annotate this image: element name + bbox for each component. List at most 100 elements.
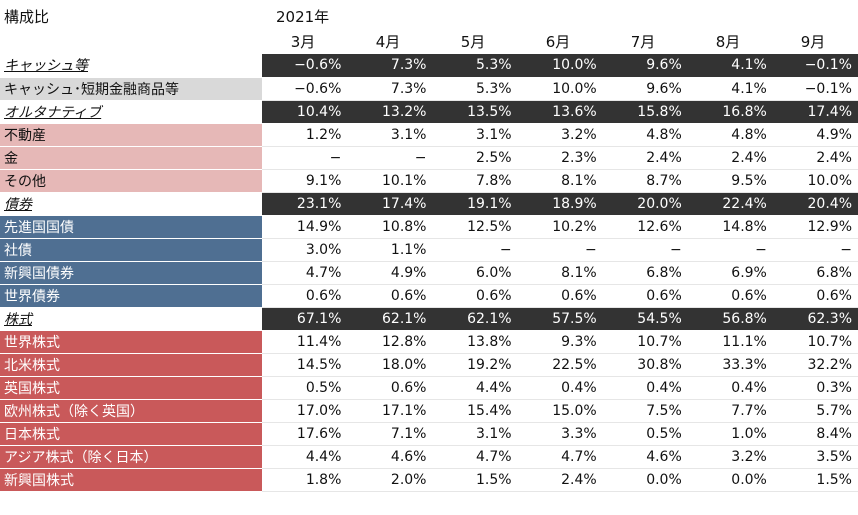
value-cell: 10.8%	[347, 215, 433, 239]
value-cell: 4.4%	[262, 445, 348, 469]
value-cell: 7.3%	[347, 77, 433, 101]
table-row: 新興国債券 4.7% 4.9% 6.0% 8.1% 6.8% 6.9% 6.8%	[0, 261, 858, 285]
value-cell: 10.2%	[517, 215, 603, 239]
value-cell: 2.4%	[517, 468, 603, 492]
value-cell: 8.4%	[772, 422, 858, 446]
value-cell: 18.9%	[517, 192, 603, 216]
category-row: 株式 67.1% 62.1% 62.1% 57.5% 54.5% 56.8% 62.3%	[0, 307, 858, 331]
table-row: 世界株式 11.4% 12.8% 13.8% 9.3% 10.7% 11.1% 10.7%	[0, 330, 858, 354]
value-cell: 7.7%	[687, 399, 773, 423]
value-cell: 14.8%	[687, 215, 773, 239]
month-header: 5月	[460, 33, 486, 51]
value-cell: 1.5%	[772, 468, 858, 492]
month-header: 7月	[630, 33, 656, 51]
value-cell: 15.4%	[432, 399, 518, 423]
table-row: 先進国国債 14.9% 10.8% 12.5% 10.2% 12.6% 14.8% 12.9%	[0, 215, 858, 239]
value-cell: 5.7%	[772, 399, 858, 423]
value-cell: 15.8%	[602, 100, 688, 124]
category-row: オルタナティブ 10.4% 13.2% 13.5% 13.6% 15.8% 16.8% 17.…	[0, 100, 858, 124]
row-label: 日本株式	[0, 422, 263, 446]
row-label: 世界株式	[0, 330, 263, 354]
value-cell: −	[517, 238, 603, 262]
value-cell: 15.0%	[517, 399, 603, 423]
value-cell: 6.8%	[602, 261, 688, 285]
value-cell: 11.4%	[262, 330, 348, 354]
value-cell: −	[432, 238, 518, 262]
value-cell: 19.2%	[432, 353, 518, 377]
value-cell: 10.7%	[772, 330, 858, 354]
value-cell: 2.4%	[772, 146, 858, 170]
category-label: キャッシュ等	[0, 54, 263, 78]
value-cell: 13.2%	[347, 100, 433, 124]
value-cell: 3.1%	[432, 123, 518, 147]
row-label: 世界債券	[0, 284, 263, 308]
value-cell: 67.1%	[262, 307, 348, 331]
table-header: 構成比 2021年 3月 4月 5月 6月 7月 8月 9月	[0, 0, 858, 53]
value-cell: 3.5%	[772, 445, 858, 469]
value-cell: 14.5%	[262, 353, 348, 377]
value-cell: 1.2%	[262, 123, 348, 147]
value-cell: 8.1%	[517, 261, 603, 285]
month-header: 4月	[375, 33, 401, 51]
value-cell: 9.3%	[517, 330, 603, 354]
table-row: 新興国株式 1.8% 2.0% 1.5% 2.4% 0.0% 0.0% 1.5%	[0, 468, 858, 492]
value-cell: 1.0%	[687, 422, 773, 446]
value-cell: 8.1%	[517, 169, 603, 193]
value-cell: 57.5%	[517, 307, 603, 331]
value-cell: 33.3%	[687, 353, 773, 377]
value-cell: 32.2%	[772, 353, 858, 377]
value-cell: 0.3%	[772, 376, 858, 400]
value-cell: −	[602, 238, 688, 262]
value-cell: 13.6%	[517, 100, 603, 124]
value-cell: 0.4%	[602, 376, 688, 400]
row-label: 北米株式	[0, 353, 263, 377]
value-cell: 1.8%	[262, 468, 348, 492]
value-cell: 0.5%	[262, 376, 348, 400]
value-cell: 13.8%	[432, 330, 518, 354]
value-cell: 12.9%	[772, 215, 858, 239]
row-label: アジア株式（除く日本）	[0, 445, 263, 469]
table-row: 金 − −2.5% 2.3% 2.4% 2.4% 2.4%	[0, 146, 858, 170]
value-cell: 9.1%	[262, 169, 348, 193]
value-cell: 10.0%	[517, 54, 603, 78]
value-cell: 7.1%	[347, 422, 433, 446]
value-cell: 20.0%	[602, 192, 688, 216]
value-cell: 0.6%	[687, 284, 773, 308]
table-row: その他 9.1% 10.1% 7.8% 8.1% 8.7% 9.5% 10.0%	[0, 169, 858, 193]
value-cell: 20.4%	[772, 192, 858, 216]
value-cell: 62.1%	[347, 307, 433, 331]
value-cell: 5.3%	[432, 54, 518, 78]
value-cell: 5.3%	[432, 77, 518, 101]
value-cell: −0.1%	[772, 54, 858, 78]
value-cell: 0.6%	[347, 284, 433, 308]
value-cell: 2.3%	[517, 146, 603, 170]
value-cell: 10.7%	[602, 330, 688, 354]
row-label: 不動産	[0, 123, 263, 147]
value-cell: 17.4%	[347, 192, 433, 216]
value-cell: 10.1%	[347, 169, 433, 193]
row-label: その他	[0, 169, 263, 193]
category-row: 債券 23.1% 17.4% 19.1% 18.9% 20.0% 22.4% 20.4%	[0, 192, 858, 216]
value-cell: 6.9%	[687, 261, 773, 285]
value-cell: 0.6%	[347, 376, 433, 400]
value-cell: 17.0%	[262, 399, 348, 423]
value-cell: 0.5%	[602, 422, 688, 446]
table-row: 北米株式 14.5% 18.0% 19.2% 22.5% 30.8% 33.3% 32.2%	[0, 353, 858, 377]
value-cell: 0.4%	[687, 376, 773, 400]
value-cell: 4.7%	[262, 261, 348, 285]
value-cell: 9.6%	[602, 77, 688, 101]
value-cell: 0.6%	[517, 284, 603, 308]
value-cell: 23.1%	[262, 192, 348, 216]
value-cell: 4.4%	[432, 376, 518, 400]
value-cell: 1.1%	[347, 238, 433, 262]
value-cell: −	[687, 238, 773, 262]
table-row: 欧州株式（除く英国） 17.0% 17.1% 15.4% 15.0% 7.5% 7.7% 5.…	[0, 399, 858, 423]
value-cell: 4.7%	[432, 445, 518, 469]
composition-table: キャッシュ等 −0.6% 7.3% 5.3% 10.0% 9.6% 4.1% −0.1% キャッ…	[0, 54, 858, 492]
value-cell: 4.1%	[687, 77, 773, 101]
table-row: 社債 3.0% 1.1% − − − − −	[0, 238, 858, 262]
value-cell: 2.4%	[687, 146, 773, 170]
value-cell: −	[347, 146, 433, 170]
row-label: 先進国国債	[0, 215, 263, 239]
value-cell: 6.8%	[772, 261, 858, 285]
